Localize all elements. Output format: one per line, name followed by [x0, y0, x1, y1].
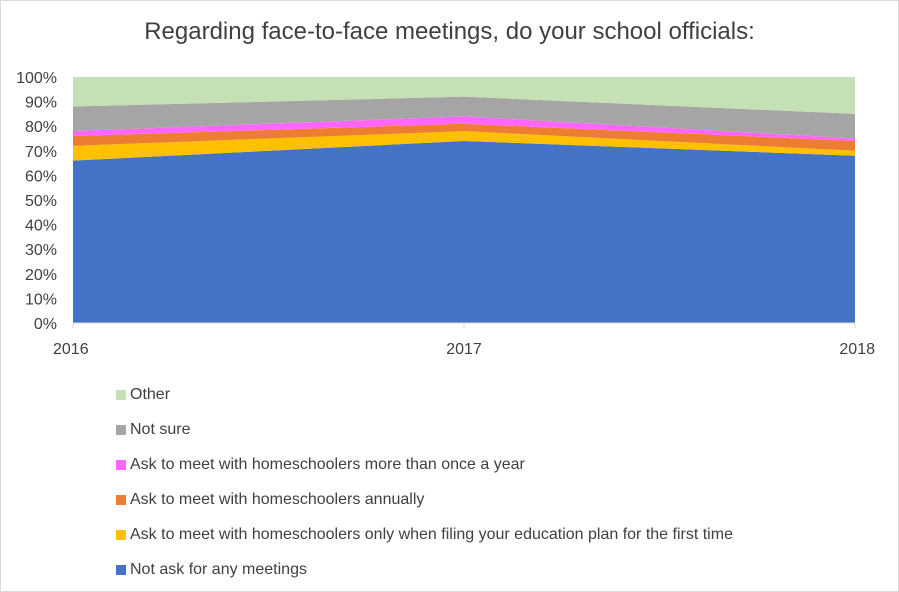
y-tick-label: 90%: [25, 95, 57, 112]
area-series-5: [73, 77, 855, 114]
legend-swatch: [116, 494, 126, 505]
legend-item: Other: [116, 377, 733, 412]
legend-label: Ask to meet with homeschoolers only when…: [130, 525, 733, 543]
y-tick-label: 80%: [25, 119, 57, 136]
y-tick-label: 10%: [25, 291, 57, 308]
x-tick-label: 2018: [839, 341, 875, 358]
y-tick-label: 40%: [25, 218, 57, 235]
x-tick-label: 2016: [53, 341, 89, 358]
area-series-4: [73, 96, 855, 139]
legend: Other Not sure Ask to meet with homeschool…: [116, 377, 733, 587]
legend-label: Not sure: [130, 420, 191, 438]
legend-label: Not ask for any meetings: [130, 560, 307, 578]
area-series-3: [73, 116, 855, 141]
legend-item: Not sure: [116, 412, 733, 447]
legend-swatch: [116, 564, 126, 575]
y-tick-label: 100%: [16, 70, 57, 87]
legend-item: Not ask for any meetings: [116, 552, 733, 587]
legend-swatch: [116, 389, 126, 400]
y-tick-label: 50%: [25, 193, 57, 210]
y-tick-label: 60%: [25, 168, 57, 185]
y-tick-label: 0%: [34, 316, 57, 333]
legend-label: Ask to meet with homeschoolers annually: [130, 490, 425, 508]
area-series-0: [73, 140, 855, 323]
legend-swatch: [116, 424, 126, 435]
y-tick-label: 70%: [25, 144, 57, 161]
legend-swatch: [116, 459, 126, 470]
legend-swatch: [116, 529, 126, 540]
legend-item: Ask to meet with homeschoolers more than…: [116, 447, 733, 482]
legend-label: Ask to meet with homeschoolers more than…: [130, 455, 525, 473]
legend-item: Ask to meet with homeschoolers only when…: [116, 517, 733, 552]
chart-title: Regarding face-to-face meetings, do your…: [144, 18, 755, 45]
legend-item: Ask to meet with homeschoolers annually: [116, 482, 733, 517]
legend-label: Other: [130, 385, 171, 403]
x-tick-label: 2017: [446, 341, 482, 358]
area-series-2: [73, 123, 855, 151]
y-tick-label: 20%: [25, 267, 57, 284]
y-tick-label: 30%: [25, 242, 57, 259]
